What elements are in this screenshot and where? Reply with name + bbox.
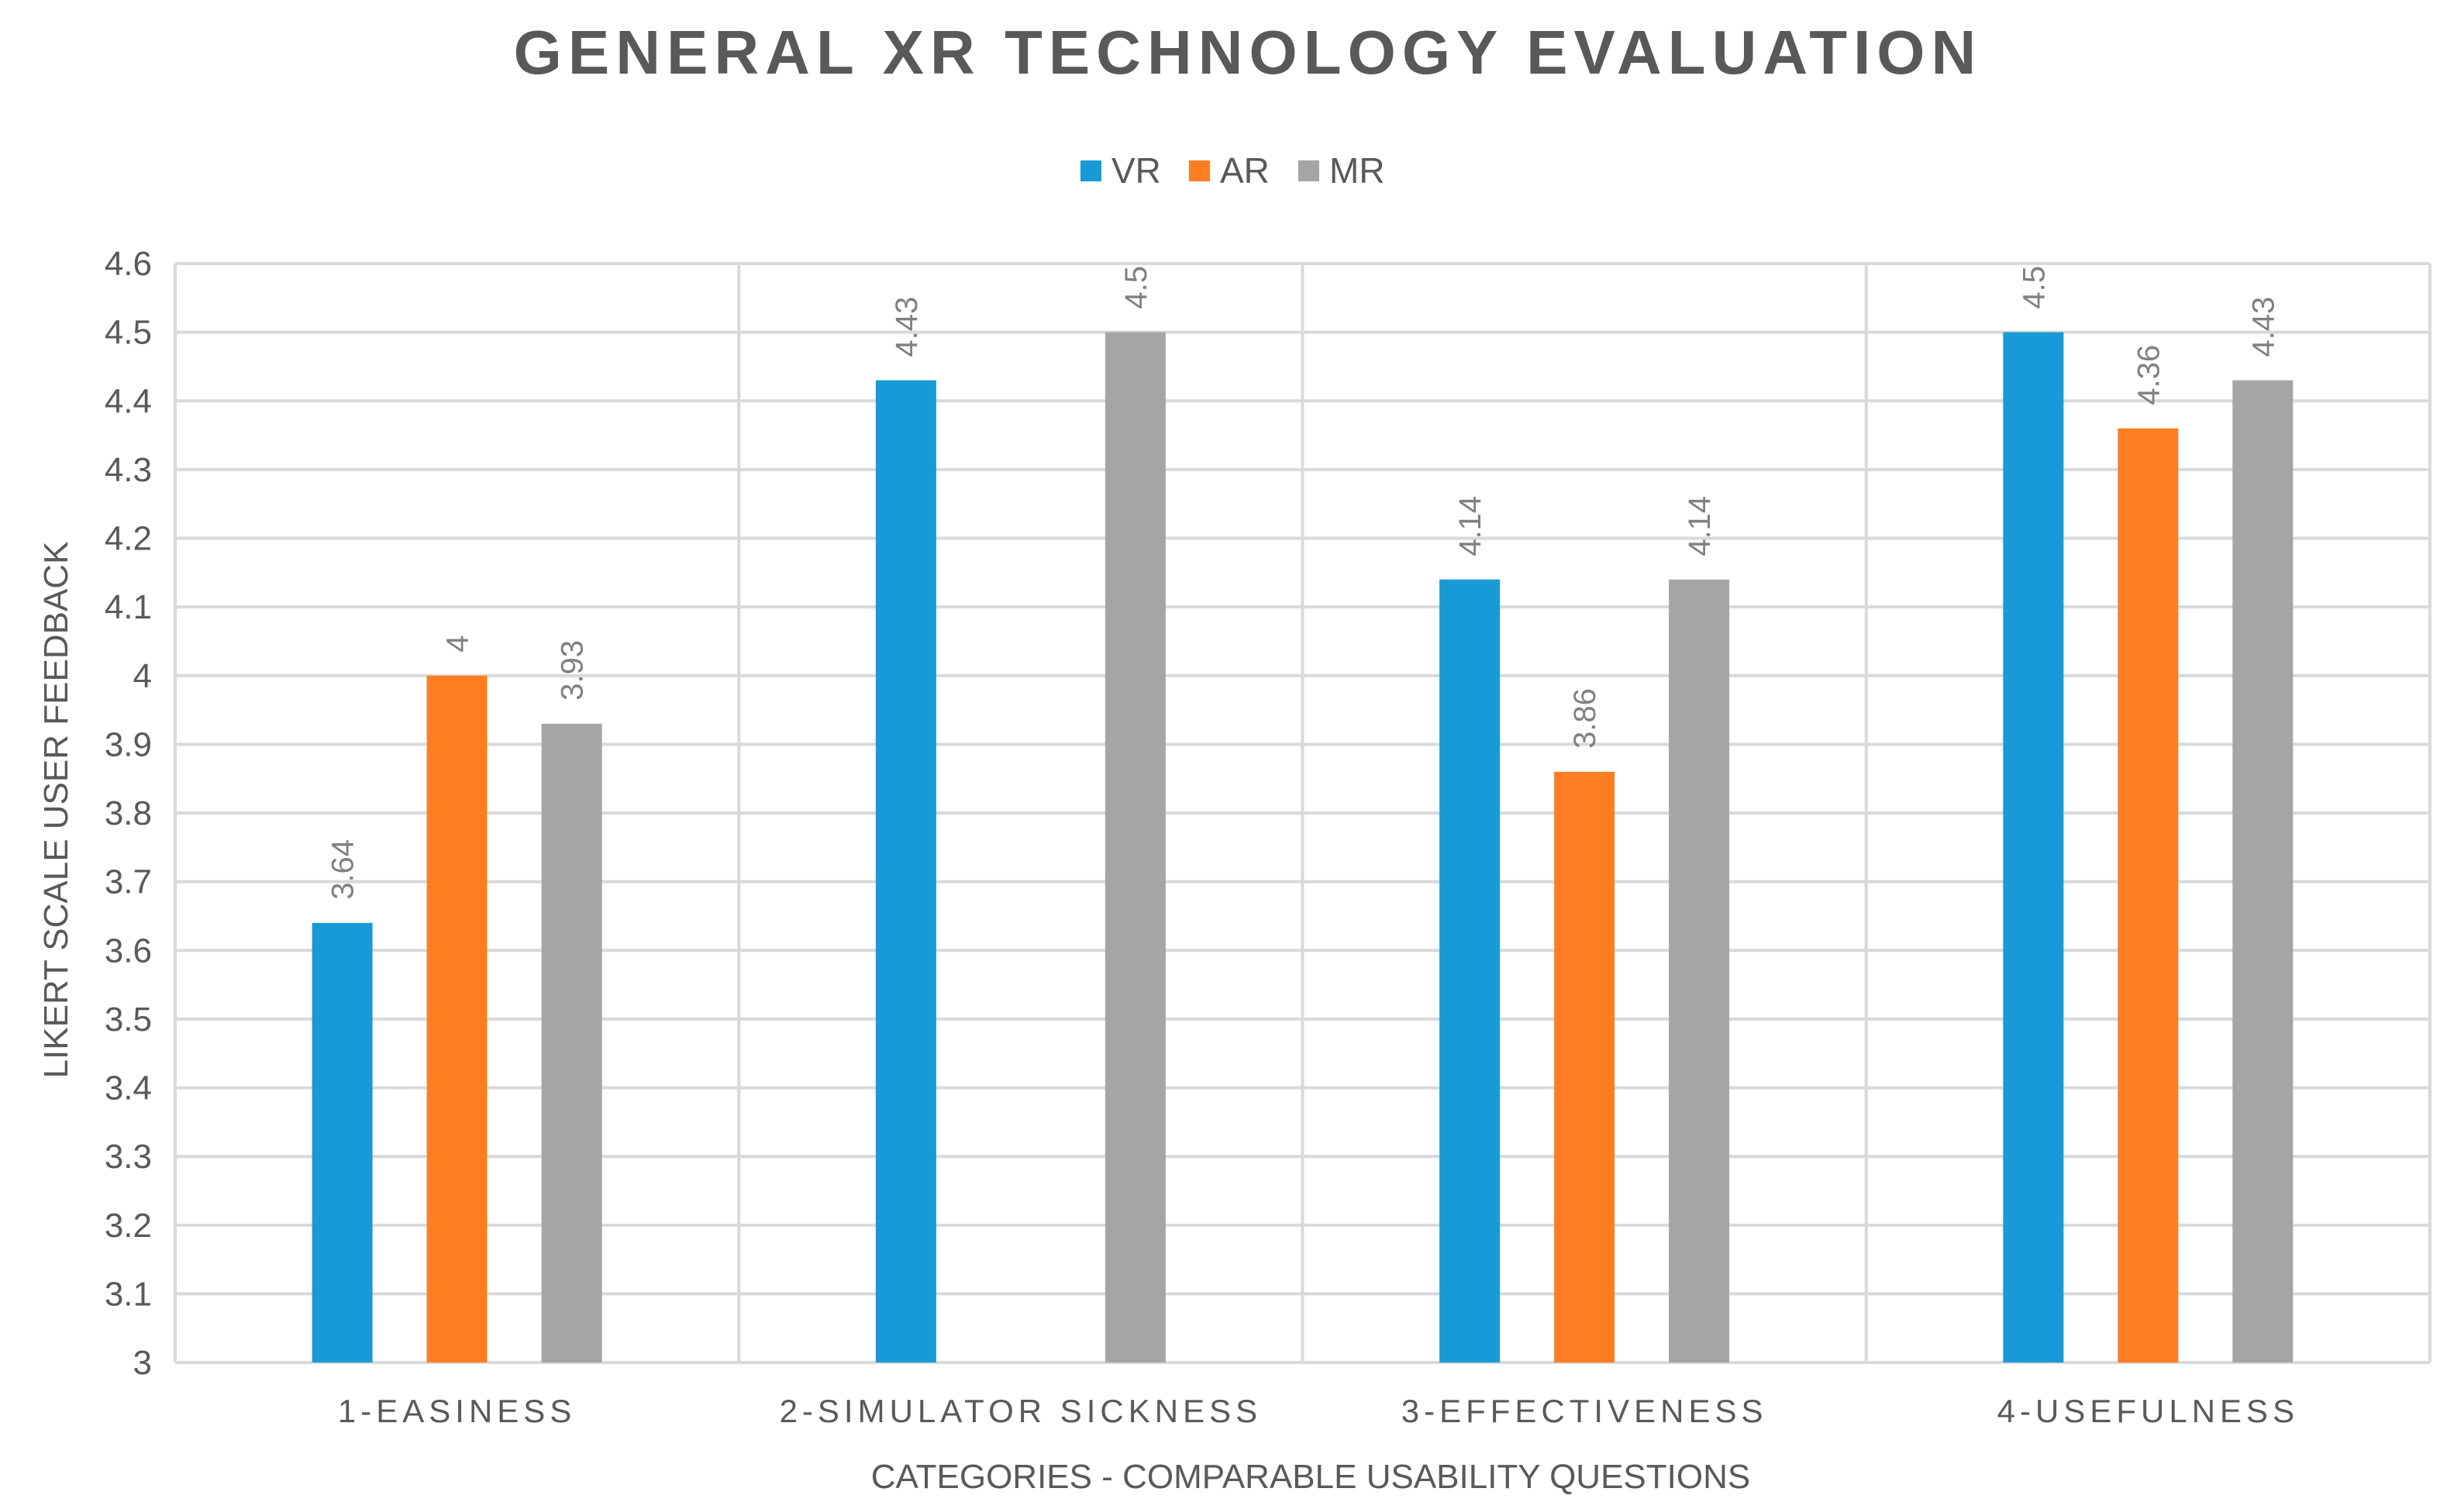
plot-area: 3.64 4 3.93 4.43 4.5 4.14 3.86 4.14 4.5 4.36 4.43: [174, 262, 2431, 1364]
y-tick-label: 4.2: [105, 520, 152, 558]
bar-mr: [541, 723, 602, 1363]
bar-mr: [1669, 579, 1730, 1363]
legend-label-mr: MR: [1329, 150, 1385, 191]
data-label: 4.5: [1119, 266, 1153, 309]
legend-swatch-mr: [1298, 160, 1319, 181]
bar-mr: [2232, 380, 2293, 1363]
y-tick-label: 4: [133, 657, 152, 695]
y-tick-label: 3.2: [105, 1207, 152, 1245]
bar-vr: [2003, 332, 2064, 1363]
y-tick-label: 3.6: [105, 932, 152, 970]
legend-label-ar: AR: [1220, 150, 1270, 191]
y-tick-label: 4.3: [105, 451, 152, 489]
chart-title: GENERAL XR TECHNOLOGY EVALUATION: [514, 18, 1983, 87]
y-tick-label: 3.5: [105, 1001, 152, 1039]
data-label: 3.86: [1568, 688, 1602, 749]
y-tick-label: 3: [133, 1344, 152, 1382]
x-axis-ticks: 1-EASINESS 2-SIMULATOR SICKNESS 3-EFFECTIV…: [338, 1393, 2299, 1429]
y-axis-ticks: 3 3.1 3.2 3.3 3.4 3.5 3.6 3.7 3.8 3.9 4 4.1 4.2 4.3 4.…: [105, 245, 152, 1382]
data-labels: 3.64 4 3.93 4.43 4.5 4.14 3.86 4.14 4.5 4.36 4.43: [326, 266, 2281, 900]
x-tick-label: 2-SIMULATOR SICKNESS: [780, 1393, 1263, 1429]
legend-label-vr: VR: [1111, 150, 1161, 191]
grid-lines: [174, 262, 2431, 1364]
data-label: 3.64: [326, 839, 360, 900]
x-axis-title: CATEGORIES - COMPARABLE USABILITY QUESTI…: [871, 1458, 1750, 1496]
bars: [312, 332, 2293, 1363]
data-label: 4.43: [890, 297, 924, 357]
bar-ar: [2118, 428, 2179, 1363]
y-tick-label: 4.4: [105, 382, 152, 420]
y-tick-label: 4.1: [105, 588, 152, 626]
bar-vr: [1439, 579, 1501, 1363]
data-label: 4.14: [1453, 496, 1487, 556]
y-tick-label: 3.9: [105, 725, 152, 763]
bar-ar: [426, 675, 488, 1363]
legend-swatch-vr: [1080, 160, 1101, 181]
y-tick-label: 3.1: [105, 1275, 152, 1313]
bar-vr: [312, 922, 373, 1363]
legend: VR AR MR: [1080, 150, 1385, 191]
y-tick-label: 4.5: [105, 314, 152, 352]
data-label: 3.93: [556, 640, 590, 701]
y-tick-label: 3.3: [105, 1138, 152, 1176]
data-label: 4: [441, 636, 475, 653]
x-tick-label: 4-USEFULNESS: [1997, 1393, 2299, 1429]
y-tick-label: 3.7: [105, 863, 152, 901]
y-tick-label: 3.4: [105, 1070, 152, 1108]
bar-mr: [1104, 332, 1166, 1363]
x-tick-label: 3-EFFECTIVENESS: [1401, 1393, 1768, 1429]
legend-swatch-ar: [1189, 160, 1210, 181]
data-label: 4.43: [2246, 297, 2280, 357]
y-axis-title: LIKERT SCALE USER FEEDBACK: [37, 542, 75, 1079]
data-label: 4.14: [1683, 496, 1717, 556]
bar-ar: [1554, 771, 1615, 1363]
y-tick-label: 4.6: [105, 245, 152, 283]
x-tick-label: 1-EASINESS: [338, 1393, 576, 1429]
y-tick-label: 3.8: [105, 794, 152, 832]
data-label: 4.36: [2131, 345, 2166, 405]
bar-vr: [875, 380, 936, 1363]
data-label: 4.5: [2017, 266, 2051, 309]
